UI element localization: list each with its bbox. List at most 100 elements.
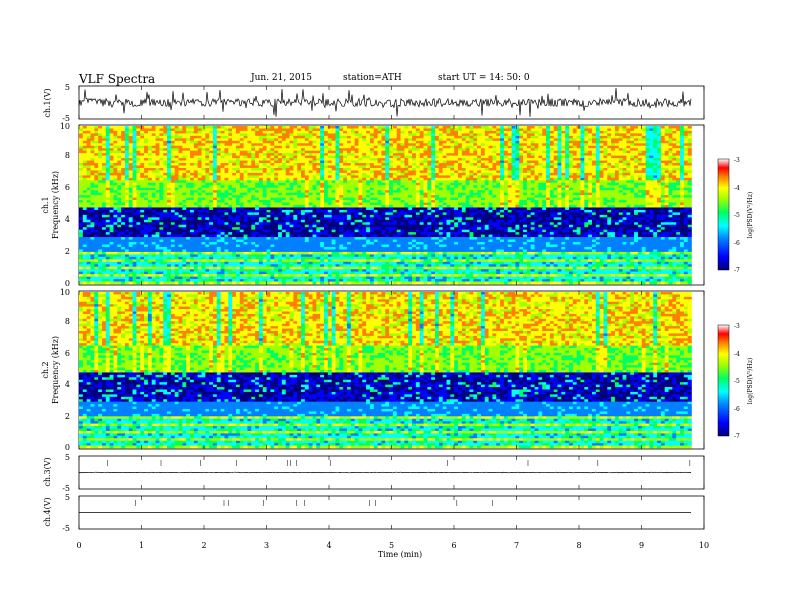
spectrogram-cell	[469, 145, 474, 149]
spectrogram-cell	[373, 138, 378, 142]
spectrogram-cell	[649, 153, 654, 156]
spectrogram-cell	[664, 192, 669, 196]
spectrogram-cell	[163, 185, 168, 189]
spectrogram-cell	[389, 143, 394, 147]
spectrogram-cell	[660, 155, 666, 159]
spectrogram-cell	[366, 126, 371, 129]
spectrogram-cell	[626, 153, 631, 156]
spectrogram-cell	[197, 158, 202, 161]
spectrogram-cell	[147, 202, 153, 206]
spectrogram-cell	[389, 130, 394, 134]
spectrogram-cell	[415, 165, 421, 169]
spectrogram-cell	[622, 187, 627, 191]
spectrogram-cell	[289, 197, 294, 201]
spectrogram-cell	[488, 130, 493, 134]
spectrogram-cell	[591, 158, 597, 161]
spectrogram-cell	[515, 130, 520, 134]
spectrogram-cell	[350, 133, 355, 137]
spectrogram-cell	[591, 185, 597, 189]
spectrogram-cell	[362, 185, 367, 189]
spectrogram-cell	[369, 172, 375, 176]
spectrogram-cell	[224, 182, 229, 186]
spectrogram-cell	[251, 158, 256, 161]
spectrogram-cell	[262, 187, 267, 191]
spectrogram-cell	[538, 190, 543, 193]
spectrogram-cell	[224, 158, 229, 161]
spectrogram-cell	[281, 175, 287, 179]
spectrogram-cell	[251, 170, 256, 174]
spectrogram-cell	[297, 165, 302, 169]
spectrogram-cell	[569, 182, 574, 186]
spectrogram-cell	[124, 165, 130, 169]
spectrogram-cell	[423, 190, 428, 193]
spectrogram-cell	[140, 143, 145, 147]
spectrogram-cell	[335, 180, 340, 184]
spectrogram-cell	[235, 190, 241, 193]
spectrogram-cell	[588, 153, 593, 156]
spectrogram-cell	[626, 135, 631, 139]
spectrogram-cell	[308, 192, 313, 196]
spectrogram-cell	[235, 195, 241, 198]
spectrogram-cell	[396, 170, 401, 174]
spectrogram-cell	[400, 153, 405, 156]
spectrogram-cell	[607, 153, 612, 156]
spectrogram-cell	[335, 195, 340, 198]
spectrogram-cell	[86, 150, 91, 154]
spectrogram-cell	[190, 172, 195, 176]
spectrogram-cell	[278, 163, 283, 166]
spectrogram-cell	[450, 197, 455, 201]
spectrogram-cell	[538, 133, 543, 137]
spectrogram-cell	[626, 200, 631, 203]
spectrogram-cell	[500, 155, 505, 159]
spectrogram-cell	[404, 167, 409, 171]
spectrogram-cell	[201, 175, 206, 179]
spectrogram-cell	[147, 200, 153, 203]
spectrogram-cell	[565, 195, 570, 198]
spectrogram-cell	[320, 138, 325, 142]
spectrogram-cell	[480, 187, 486, 191]
spectrogram-cell	[488, 138, 493, 142]
spectrogram-cell	[278, 170, 283, 174]
spectrogram-cell	[591, 155, 597, 159]
spectrogram-cell	[209, 182, 214, 186]
spectrogram-cell	[557, 175, 562, 179]
spectrogram-cell	[297, 180, 302, 184]
spectrogram-cell	[197, 200, 202, 203]
spectrogram-cell	[228, 200, 233, 203]
spectrogram-cell	[603, 150, 608, 154]
spectrogram-cell	[634, 187, 639, 191]
spectrogram-cell	[343, 138, 348, 142]
spectrogram-cell	[190, 185, 195, 189]
spectrogram-cell	[611, 128, 616, 132]
spectrogram-cell	[201, 195, 206, 198]
spectrogram-cell	[526, 153, 532, 156]
spectrogram-cell	[488, 190, 493, 193]
spectrogram-cell	[549, 187, 554, 191]
spectrogram-cell	[132, 145, 137, 149]
spectrogram-cell	[614, 140, 620, 144]
spectrogram-cell	[469, 172, 474, 176]
spectrogram-cell	[293, 133, 298, 137]
spectrogram-cell	[278, 130, 283, 134]
spectrogram-cell	[618, 155, 623, 159]
spectrogram-cell	[239, 143, 244, 147]
spectrogram-cell	[324, 180, 329, 184]
spectrogram-cell	[657, 195, 662, 198]
spectrogram-cell	[82, 138, 87, 142]
spectrogram-cell	[576, 150, 581, 154]
spectrogram-cell	[404, 172, 409, 176]
spectrogram-cell	[331, 130, 336, 134]
spectrogram-cell	[136, 185, 141, 189]
spectrogram-cell	[335, 192, 340, 196]
spectrogram-cell	[660, 128, 666, 132]
spectrogram-cell	[90, 195, 95, 198]
spectrogram-cell	[304, 138, 309, 142]
spectrogram-cell	[672, 163, 677, 166]
spectrogram-cell	[614, 138, 620, 142]
spectrogram-cell	[687, 138, 692, 142]
spectrogram-cell	[197, 192, 202, 196]
spectrogram-cell	[79, 182, 84, 186]
spectrogram-cell	[354, 163, 359, 166]
spectrogram-cell	[270, 126, 275, 129]
spectrogram-cell	[113, 158, 118, 161]
